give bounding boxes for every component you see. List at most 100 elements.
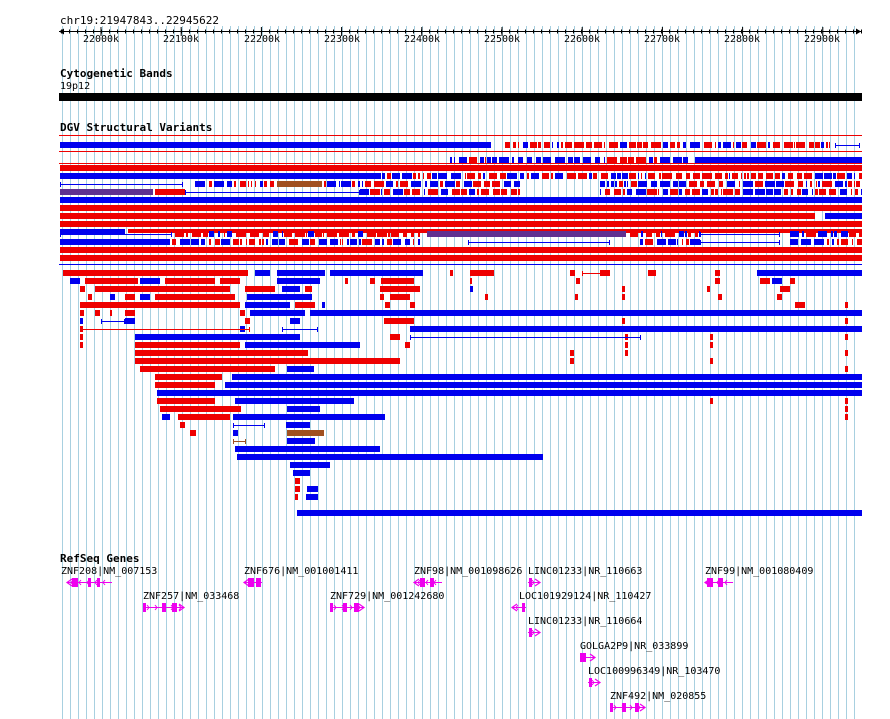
gene-label[interactable]: LINC01233|NR_110664 — [528, 616, 643, 627]
variant-bar — [849, 231, 856, 237]
variant-bar — [544, 142, 550, 148]
gene-label[interactable]: LOC100996349|NR_103470 — [588, 666, 721, 677]
variant-bar — [600, 181, 605, 187]
variant-bar — [483, 173, 485, 179]
variant-bar — [695, 231, 698, 237]
variant-bar — [826, 142, 828, 148]
variant-bar — [60, 189, 153, 195]
gene-strand-arrow — [357, 604, 361, 611]
gene-label[interactable]: ZNF676|NM_001001411 — [244, 566, 359, 577]
variant-bar — [702, 189, 708, 195]
gene-label[interactable]: ZNF257|NM_033468 — [143, 591, 240, 602]
variant-bar — [710, 398, 713, 404]
variant-bar — [500, 173, 506, 179]
variant-bar — [702, 173, 712, 179]
variant-bar — [692, 189, 700, 195]
variant-bar — [339, 231, 349, 237]
variant-bar — [272, 239, 278, 245]
variant-bar — [469, 157, 477, 163]
variant-bar — [586, 142, 592, 148]
variant-bar — [791, 189, 793, 195]
variant-bar — [721, 189, 722, 195]
variant-bar — [814, 239, 824, 245]
variant-bar — [386, 181, 393, 187]
variant-bar — [203, 231, 208, 237]
cytoband-bar[interactable] — [59, 93, 862, 101]
variant-bar — [661, 231, 662, 237]
gene-label[interactable]: ZNF99|NM_001080409 — [705, 566, 814, 577]
variant-bar — [277, 270, 325, 276]
variant-bar — [175, 231, 184, 237]
variant-bar — [287, 366, 314, 372]
variant-bar — [432, 173, 437, 179]
variant-bar — [609, 142, 618, 148]
variant-bar — [636, 189, 646, 195]
variant-bar — [215, 239, 220, 245]
variant-bar — [310, 239, 315, 245]
variant-bar — [428, 189, 438, 195]
gene-end-arrow — [534, 628, 542, 637]
variant-bar — [246, 239, 247, 245]
variant-bar — [380, 173, 381, 179]
tick-label: 22000k — [82, 34, 120, 45]
variant-bar — [617, 173, 621, 179]
gene-label[interactable]: ZNF208|NM_007153 — [61, 566, 158, 577]
variant-bar — [209, 181, 212, 187]
variant-bar — [611, 181, 614, 187]
tick-label: 22800k — [723, 34, 761, 45]
gene-label[interactable]: ZNF98|NM_001098626 — [414, 566, 523, 577]
variant-bar — [209, 239, 211, 245]
variant-bar — [784, 142, 793, 148]
variant-bar — [589, 173, 592, 179]
variant-bar — [809, 142, 814, 148]
gene-label[interactable]: ZNF492|NM_020855 — [610, 691, 707, 702]
variant-bar — [418, 231, 420, 237]
variant-bar — [699, 231, 700, 237]
variant-bar — [685, 189, 690, 195]
variant-bar — [531, 173, 539, 179]
variant-bar — [631, 181, 637, 187]
variant-bar — [766, 173, 773, 179]
gene-exon — [330, 603, 333, 612]
gene-exon — [72, 578, 78, 587]
variant-bar — [614, 189, 621, 195]
variant-bar — [402, 173, 412, 179]
variant-bar — [195, 181, 205, 187]
variant-bar — [739, 181, 740, 187]
coordinate-ruler[interactable] — [0, 0, 890, 60]
gene-strand-arrow — [433, 579, 437, 586]
variant-bar — [649, 157, 653, 163]
gene-exon — [430, 578, 434, 587]
variant-bar — [715, 270, 720, 276]
variant-bar — [60, 255, 862, 261]
variant-bar — [845, 318, 848, 324]
variant-bar — [80, 318, 83, 324]
gene-label[interactable]: ZNF729|NM_001242680 — [330, 591, 445, 602]
variant-bar — [80, 302, 240, 308]
gene-label[interactable]: GOLGA2P9|NR_033899 — [580, 641, 689, 652]
variant-bar — [775, 173, 780, 179]
variant-bar — [237, 454, 543, 460]
variant-bar — [527, 157, 532, 163]
variant-bar — [673, 181, 678, 187]
variant-bar — [362, 239, 372, 245]
gene-exon — [343, 603, 347, 612]
variant-bar — [330, 239, 338, 245]
variant-bar — [723, 189, 733, 195]
variant-bar — [393, 189, 403, 195]
gene-exon — [354, 603, 359, 612]
variant-bar — [777, 294, 782, 300]
variant-bar — [235, 398, 354, 404]
variant-bar — [832, 239, 834, 245]
variant-bar — [623, 189, 625, 195]
gene-label[interactable]: LINC01233|NR_110663 — [528, 566, 643, 577]
variant-bar — [192, 231, 201, 237]
variant-bar — [287, 430, 324, 436]
variant-bar — [358, 181, 360, 187]
variant-bar — [492, 181, 500, 187]
variant-bar — [797, 189, 801, 195]
gene-label[interactable]: LOC101929124|NR_110427 — [519, 591, 652, 602]
variant-bar — [815, 142, 820, 148]
variant-bar — [648, 270, 656, 276]
variant-bar — [60, 173, 380, 179]
